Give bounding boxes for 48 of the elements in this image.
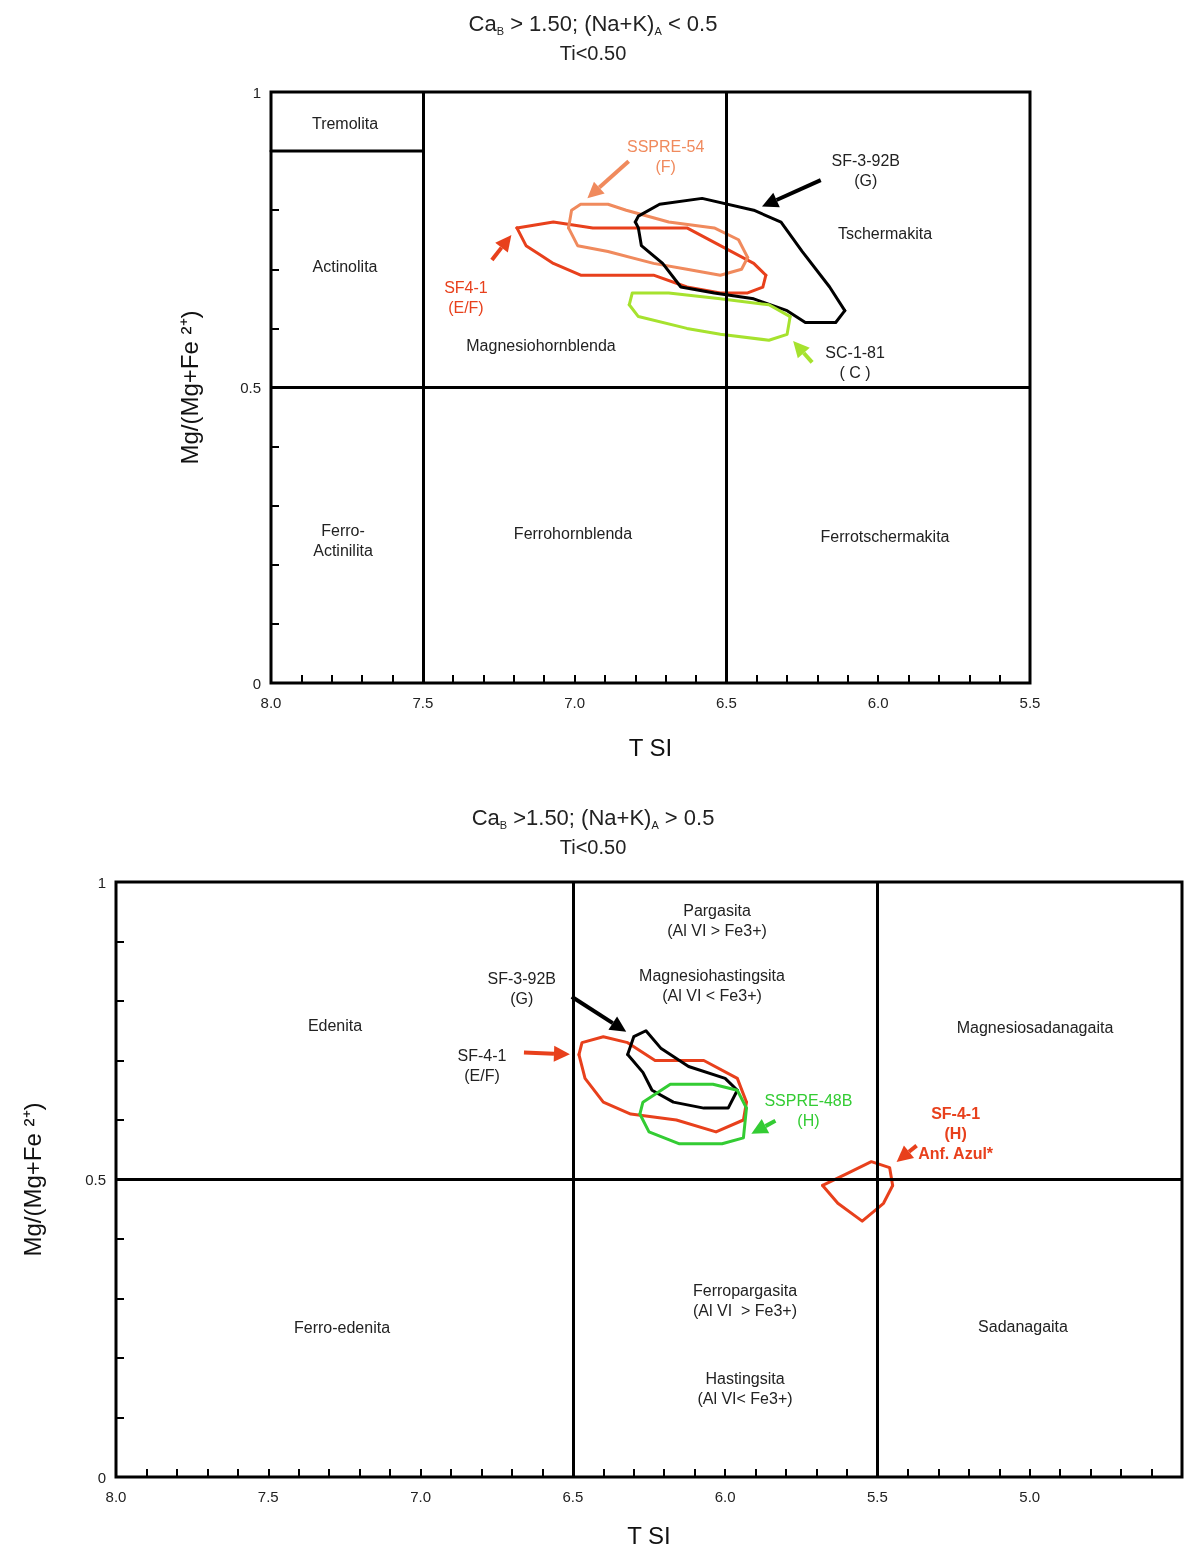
x-tick-label: 5.5	[1019, 694, 1041, 711]
x-tick-label: 7.5	[412, 694, 434, 711]
text: SF4-1 (E/F)	[444, 279, 488, 317]
y-axis-title: Mg/(Mg+Fe ²⁺)	[18, 1102, 46, 1257]
annotation: Magnesiosadanagaita	[956, 1018, 1114, 1036]
annotation: Magnesiohastingsita (Al VI < Fe3+)	[639, 966, 786, 1004]
series-label: SF-4-1 (H) Anf. Azul*	[918, 1105, 994, 1163]
text: SF-3-92B (G)	[831, 151, 900, 189]
y-tick-label: 0.5	[85, 1171, 106, 1188]
legend-label: SF-4-1 (E/F)	[457, 1047, 507, 1085]
annotation: Magnesiohornblenda	[466, 336, 616, 354]
x-tick-label: 8.0	[105, 1488, 127, 1505]
x-tick-label: 5.0	[1019, 1488, 1041, 1505]
x-tick-label: 7.5	[257, 1488, 279, 1505]
annotation: Tschermakita	[837, 224, 933, 242]
annotation: Ferrotschermakita	[820, 527, 950, 545]
x-tick-label: 7.0	[410, 1488, 431, 1505]
chart-subtitle: Ti<0.50	[559, 835, 627, 858]
chart-subtitle: Ti<0.50	[559, 41, 627, 64]
annotation: Sadanagaita	[978, 1317, 1069, 1335]
y-tick-label: 1	[97, 873, 106, 891]
y-tick-label: 0	[97, 1468, 106, 1486]
x-axis-title: T SI	[628, 733, 673, 761]
x-tick-label: 6.0	[867, 694, 889, 711]
annotation: Ferropargasita (Al VI > Fe3+)	[692, 1281, 798, 1319]
text: SSPRE-54 (F)	[626, 137, 705, 175]
x-tick-label: 8.0	[260, 694, 282, 711]
annotation: Ferro- Actinilita	[313, 521, 373, 559]
annotation: Edenita	[307, 1016, 363, 1034]
series-label: SSPRE-48B (H)	[764, 1092, 853, 1130]
annotation: Actinolita	[312, 257, 378, 275]
annotation: Ferro-edenita	[293, 1318, 391, 1336]
x-tick-label: 6.5	[562, 1488, 584, 1505]
x-tick-label: 7.0	[564, 694, 586, 711]
legend-label: SC-1-81 ( C )	[825, 343, 886, 381]
annotation: Tremolita	[311, 114, 379, 132]
annotation: Ferrohornblenda	[513, 524, 633, 542]
y-tick-label: 0.5	[240, 379, 261, 396]
y-tick-label: 1	[252, 83, 261, 101]
x-tick-label: 5.5	[867, 1488, 888, 1505]
x-tick-label: 6.0	[714, 1488, 736, 1505]
x-tick-label: 6.5	[715, 694, 737, 711]
y-tick-label: 0	[252, 674, 261, 692]
annotation: Pargasita (Al VI > Fe3+)	[667, 901, 767, 939]
annotation: Hastingsita (Al VI< Fe3+)	[697, 1369, 793, 1407]
text: SF-3-92B (G)	[487, 970, 557, 1008]
y-axis-title: Mg/(Mg+Fe ²⁺)	[175, 310, 203, 465]
x-axis-title: T SI	[627, 1521, 671, 1549]
